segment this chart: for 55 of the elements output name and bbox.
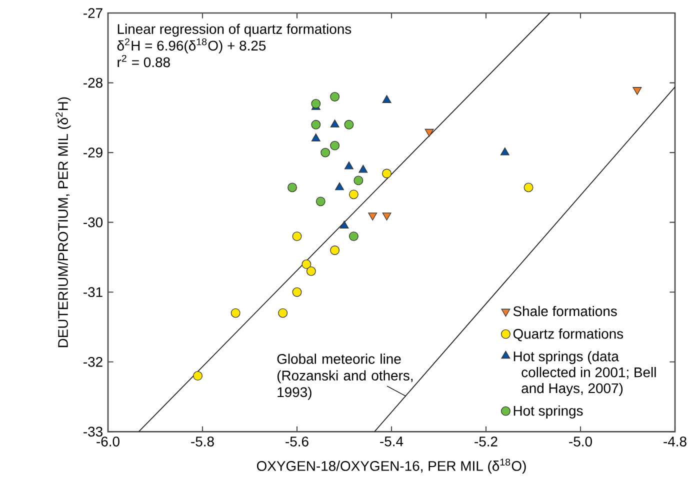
point: [354, 176, 364, 186]
point: [311, 99, 321, 108]
x-tick-label: -5.2: [474, 436, 498, 446]
point: [292, 232, 302, 242]
point: [278, 308, 288, 318]
point: [193, 371, 202, 381]
x-tick-label: -5.8: [191, 436, 214, 446]
point: [320, 148, 330, 158]
point: [330, 92, 340, 102]
point: [368, 212, 378, 220]
x-axis-title: OXYGEN-18/OXYGEN-16, PER MIL (δ$^{18}$O): [256, 458, 526, 474]
legend-label: Shale formations: [513, 306, 617, 316]
legend-label: Hot springs: [514, 406, 583, 419]
annotation: Global meteoric line (Rozanski and others, 1993): [277, 354, 413, 400]
y-tick-label: -29: [84, 148, 102, 158]
point: [330, 120, 340, 128]
point: [330, 246, 340, 255]
annotation: δ$^{2}$H = 6.96(δ$^{18}$O) + 8.25: [117, 38, 266, 54]
point: [311, 133, 320, 142]
point: [524, 182, 534, 192]
x-tick-label: -4.8: [664, 436, 686, 446]
legend-label: Hot springs (data collected in 2001; Bell and Hays, 2007): [514, 351, 656, 396]
point: [335, 182, 344, 190]
point: [302, 259, 312, 269]
point: [358, 164, 368, 173]
point: [500, 147, 510, 156]
x-tick-label: -5.4: [380, 436, 404, 446]
point: [230, 308, 240, 318]
point: [344, 120, 354, 130]
annotation: r$^{2}$ = 0.88: [118, 54, 170, 68]
legend-label: Quartz formations: [513, 328, 624, 342]
y-tick-label: -30: [84, 217, 103, 228]
x-tick-label: -5.6: [286, 436, 308, 446]
y-tick-label: -32: [84, 356, 102, 367]
point: [382, 168, 392, 178]
point: [340, 220, 349, 229]
annotation: Linear regression of quartz formations: [118, 24, 352, 37]
point: [311, 120, 321, 130]
y-tick-label: -33: [84, 426, 102, 437]
x-tick-label: -6.0: [96, 436, 120, 446]
point: [348, 190, 358, 200]
y-tick-label: -27: [84, 8, 102, 18]
y-tick-label: -28: [84, 78, 102, 88]
point: [382, 212, 392, 220]
point: [330, 140, 340, 150]
y-tick-label: -31: [84, 287, 102, 298]
point: [344, 161, 354, 170]
point: [316, 196, 326, 206]
point: [288, 182, 297, 192]
y-axis-title: DEUTERIUM/PROTIUM, PER MIL (δ$^{2}$H): [56, 97, 71, 348]
x-tick-label: -5.0: [569, 436, 592, 446]
point: [382, 95, 392, 103]
point: [306, 266, 316, 276]
point: [348, 232, 358, 242]
point: [292, 287, 302, 297]
